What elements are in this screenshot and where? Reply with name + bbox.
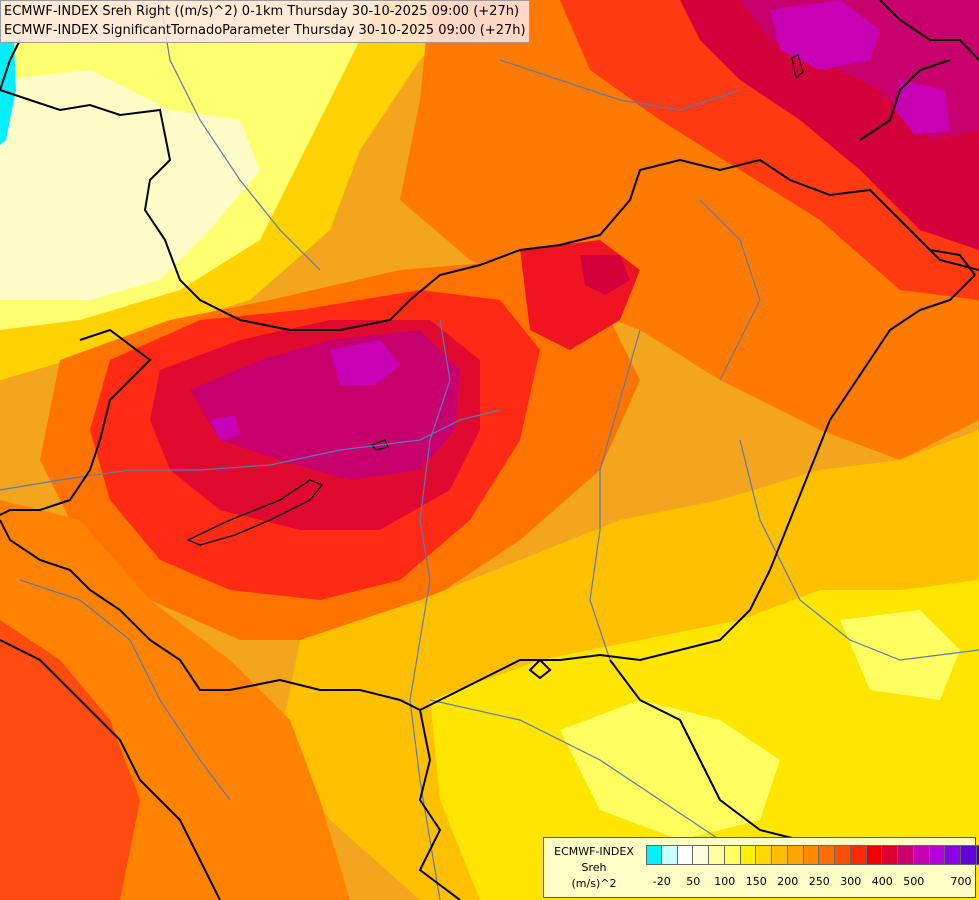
field-light-yellow-south-2 [840, 610, 960, 700]
legend-swatch-7 [756, 845, 772, 865]
river-9 [699, 199, 761, 381]
legend-swatch-9 [787, 845, 804, 865]
field-purple-ne [770, 0, 880, 70]
lake-balaton [186, 479, 324, 546]
border-west [0, 328, 152, 516]
border-ne-2 [879, 0, 979, 61]
legend-tick-1: 50 [686, 875, 701, 888]
field-purple-center-2 [210, 415, 240, 440]
border-northwest-2 [0, 39, 21, 91]
legend-swatch-20 [961, 845, 977, 865]
legend-swatch-18 [929, 845, 946, 865]
field-purple-ne-2 [895, 80, 950, 135]
legend-swatch-16 [898, 845, 914, 865]
border-ne-3 [859, 59, 951, 141]
legend-title-line-3: (m/s)^2 [571, 877, 617, 890]
legend-tick-2: 100 [714, 875, 736, 888]
border-mid-south [528, 658, 552, 680]
legend: ECMWF-INDEX Sreh (m/s)^2 -20 50 100 150 200 2… [543, 837, 979, 898]
legend-tick-9: 700 [950, 875, 972, 888]
legend-title-line-2: Sreh [581, 861, 607, 874]
river-5 [159, 0, 321, 271]
legend-tick-0: -20 [652, 875, 671, 888]
border-south-2 [418, 709, 461, 900]
legend-swatch-1 [661, 845, 678, 865]
legend-tick-6: 300 [840, 875, 862, 888]
river-4 [739, 439, 979, 661]
legend-swatch-6 [740, 845, 757, 865]
legend-swatch-3 [693, 845, 709, 865]
border-east [419, 274, 976, 711]
border-se [609, 659, 801, 841]
title-line-2: ECMWF-INDEX SignificantTornadoParameter … [4, 23, 526, 38]
legend-swatch-11 [819, 845, 835, 865]
legend-swatch-8 [772, 845, 788, 865]
legend-swatch-13 [850, 845, 867, 865]
river-3 [589, 329, 641, 661]
legend-title: ECMWF-INDEX Sreh (m/s)^2 [544, 844, 644, 892]
river-6 [499, 59, 741, 111]
river-2 [409, 319, 451, 900]
field-purple-center [330, 340, 400, 385]
border-north-1 [0, 89, 976, 331]
legend-swatch-15 [882, 845, 898, 865]
legend-swatch-10 [803, 845, 820, 865]
legend-title-line-1: ECMWF-INDEX [554, 845, 634, 858]
border-sw-2 [0, 639, 221, 900]
legend-swatch-0 [646, 845, 662, 865]
border-east-2 [899, 219, 979, 271]
legend-tick-7: 400 [871, 875, 893, 888]
legend-swatch-14 [866, 845, 883, 865]
legend-tick-5: 250 [808, 875, 830, 888]
legend-swatch-19 [945, 845, 961, 865]
border-south-west [0, 519, 421, 711]
lake-small-1 [371, 439, 389, 451]
field-red-sw [0, 620, 140, 900]
legend-swatch-17 [913, 845, 930, 865]
legend-swatch-12 [835, 845, 851, 865]
legend-swatch-5 [724, 845, 741, 865]
legend-swatch-21 [976, 845, 979, 865]
river-7 [19, 579, 231, 801]
legend-swatches [646, 845, 979, 865]
lake-small-2 [791, 54, 804, 80]
title-line-1: ECMWF-INDEX Sreh Right ((m/s)^2) 0-1km T… [4, 4, 520, 19]
legend-tick-3: 150 [745, 875, 767, 888]
legend-swatch-2 [677, 845, 694, 865]
legend-tick-8: 500 [903, 875, 925, 888]
legend-swatch-4 [709, 845, 725, 865]
river-1 [0, 409, 501, 491]
title-box: ECMWF-INDEX Sreh Right ((m/s)^2) 0-1km T… [0, 0, 530, 43]
field-crimson-nc [580, 255, 630, 295]
field-pale-west [0, 70, 260, 300]
legend-tick-4: 200 [777, 875, 799, 888]
